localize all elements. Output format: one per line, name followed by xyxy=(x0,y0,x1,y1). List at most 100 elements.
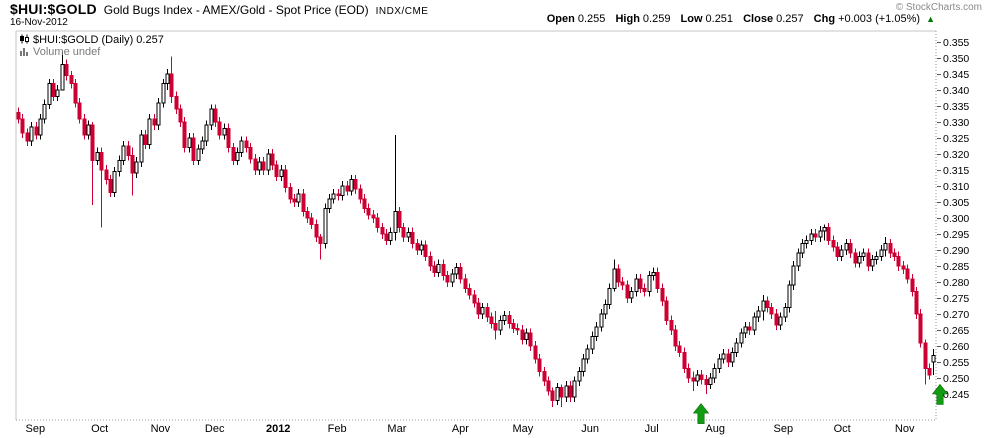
month-label: Nov xyxy=(895,423,915,435)
candlestick-body xyxy=(174,95,179,110)
candlestick-body xyxy=(752,316,757,331)
candlestick-body xyxy=(874,255,879,261)
month-label: May xyxy=(513,423,534,435)
candlestick-body xyxy=(292,198,297,203)
candlestick-body xyxy=(401,227,406,238)
month-label: Oct xyxy=(834,423,851,435)
candlestick-body xyxy=(581,358,586,373)
candlestick-body xyxy=(577,371,582,382)
candlestick-body xyxy=(559,387,564,398)
candlestick-body xyxy=(458,267,463,280)
candlestick-body xyxy=(612,268,617,289)
candlestick-body xyxy=(305,211,310,219)
candlestick-body xyxy=(130,155,135,174)
candlestick-body xyxy=(853,252,858,264)
candlestick-body xyxy=(905,268,910,280)
candlestick-body xyxy=(629,291,634,299)
candlestick-body xyxy=(857,255,862,264)
candlestick-body xyxy=(117,159,122,173)
candlestick-body xyxy=(888,243,893,254)
candlestick-body xyxy=(603,303,608,315)
candlestick-body xyxy=(546,380,551,392)
candlestick-body xyxy=(20,118,25,134)
candlestick-body xyxy=(331,193,336,200)
ohlc-quote-bar: Open 0.255 High 0.259 Low 0.251 Close 0.257 … xyxy=(540,13,935,25)
candlestick-body xyxy=(248,147,253,160)
candlestick-body xyxy=(397,211,402,229)
candlestick-body xyxy=(336,193,341,197)
candlestick-body xyxy=(730,351,735,363)
candlestick-body xyxy=(634,278,639,293)
candlestick-body xyxy=(257,161,262,171)
candlestick-body xyxy=(717,358,722,369)
candlestick-body xyxy=(892,252,897,257)
y-tick-label: 0.245 xyxy=(943,389,969,401)
candlestick-body xyxy=(340,185,345,197)
candlestick-body xyxy=(182,121,187,149)
candlestick-body xyxy=(918,313,923,344)
candlestick-body xyxy=(152,118,157,126)
candlestick-body xyxy=(791,265,796,286)
chart-header: $HUI:$GOLD Gold Bugs Index - AMEX/Gold -… xyxy=(10,1,428,17)
candlestick-body xyxy=(638,278,643,289)
y-tick-label: 0.295 xyxy=(943,229,969,241)
candlestick-body xyxy=(642,287,647,293)
change-up-triangle-icon: ▲ xyxy=(926,14,935,24)
candlestick-body xyxy=(415,243,420,251)
candlestick-body xyxy=(213,108,218,123)
volume-legend-label: Volume undef xyxy=(33,46,101,58)
candlestick-body xyxy=(686,367,691,379)
candlestick-body xyxy=(923,342,928,369)
y-tick-label: 0.250 xyxy=(943,373,969,385)
candlestick-body xyxy=(38,118,43,136)
candlestick-body xyxy=(64,63,69,77)
candlestick-body xyxy=(870,259,875,267)
candlestick-body xyxy=(410,231,415,245)
candlestick-body xyxy=(73,83,78,104)
candlestick-body xyxy=(647,275,652,293)
candlestick-body xyxy=(104,169,109,181)
candlestick-body xyxy=(450,273,455,283)
candlestick-body xyxy=(550,390,555,401)
open-quote: Open 0.255 xyxy=(546,13,606,25)
candlestick-body xyxy=(191,137,196,161)
candlestick-body xyxy=(239,140,244,153)
candlestick-body xyxy=(677,345,682,353)
candlestick-body xyxy=(476,302,481,315)
symbol-description: Gold Bugs Index - AMEX/Gold - Spot Price… xyxy=(103,3,369,17)
candlestick-body xyxy=(651,271,656,277)
candlestick-body xyxy=(839,249,844,257)
y-tick-label: 0.270 xyxy=(943,309,969,321)
candles xyxy=(16,51,936,407)
up-arrow-annotation xyxy=(931,383,949,405)
candlestick-body xyxy=(406,231,411,238)
candlestick-body xyxy=(95,151,100,161)
candlestick-body xyxy=(572,380,577,398)
candlestick-body xyxy=(844,243,849,251)
candlestick-body xyxy=(178,108,183,123)
candlestick-body xyxy=(454,267,459,275)
month-label: Jun xyxy=(581,423,599,435)
candlestick-body xyxy=(673,329,678,347)
y-tick-label: 0.325 xyxy=(943,133,969,145)
candlestick-body xyxy=(99,151,104,171)
chart-date: 16-Nov-2012 xyxy=(10,17,68,28)
volume-bars-icon xyxy=(20,48,28,56)
candlestick-body xyxy=(82,118,87,136)
month-label: Aug xyxy=(705,423,725,435)
series-legend-label: $HUI:$GOLD (Daily) 0.257 xyxy=(33,34,164,46)
candlestick-body xyxy=(599,313,604,328)
candlestick-body xyxy=(169,73,174,97)
candlestick-body xyxy=(866,252,871,267)
candlestick-body xyxy=(244,140,249,149)
y-tick-label: 0.320 xyxy=(943,149,969,161)
y-tick-label: 0.345 xyxy=(943,69,969,81)
month-label: 2012 xyxy=(266,423,290,435)
candlestick-body xyxy=(266,153,271,171)
month-label: Dec xyxy=(205,423,225,435)
candlestick-body xyxy=(288,187,293,200)
month-label: Apr xyxy=(452,423,469,435)
candlestick-body xyxy=(204,124,209,142)
candlestick-body xyxy=(60,63,65,91)
